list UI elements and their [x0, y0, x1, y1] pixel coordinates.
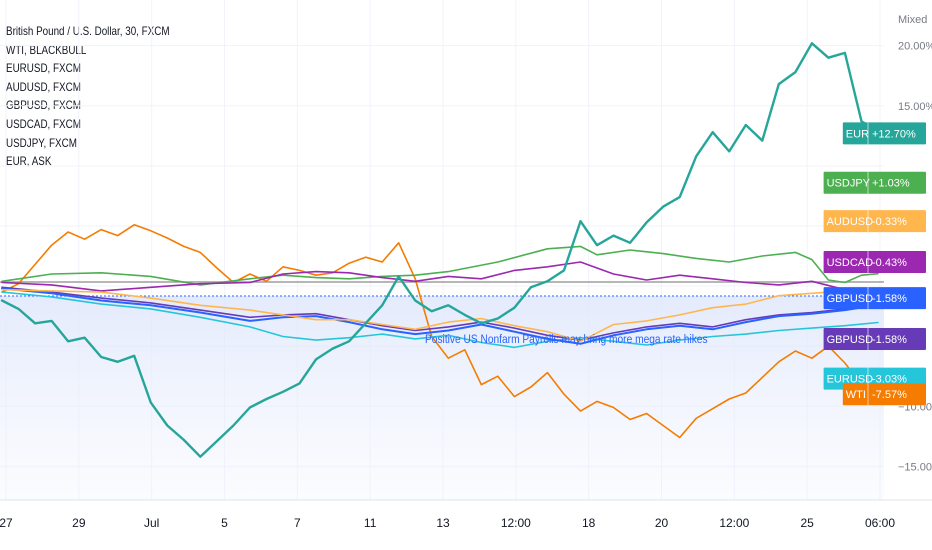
x-tick-label: 18: [582, 516, 596, 530]
x-tick-label: 7: [294, 516, 301, 530]
series-line-gbpusd[interactable]: [1, 287, 879, 345]
legend-item[interactable]: USDCAD, FXCM: [6, 116, 81, 131]
badge-audusd: AUDUSD-0.33%: [823, 210, 926, 233]
x-tick-label: 27: [0, 516, 13, 530]
badge-value: -1.58%: [872, 334, 907, 346]
badge-name: USDJPY: [827, 178, 871, 190]
badge-name: GBPUSD: [827, 334, 874, 346]
badge-value: -0.33%: [872, 216, 907, 228]
badge-wti: WTI -7.57%: [842, 383, 926, 406]
badge-value: +12.70%: [872, 128, 916, 140]
badge-name: EUR: [846, 128, 869, 140]
badge-name: EURUSD: [827, 374, 874, 386]
series-line-usdjpy[interactable]: [1, 245, 879, 286]
series-line-wti[interactable]: [1, 224, 879, 439]
y-tick-label: −15.00%: [898, 461, 932, 473]
x-tick-label: 13: [436, 516, 450, 530]
badge-name: AUDUSD: [827, 216, 874, 228]
badge-gbpusd: GBPUSD-1.58%: [823, 287, 926, 310]
series-line-eur[interactable]: [0, 42, 880, 458]
badge-name: USDCAD: [827, 257, 874, 269]
legend-item[interactable]: AUDUSD, FXCM: [6, 79, 81, 94]
badge-eur: EUR +12.70%: [842, 122, 926, 145]
legend-item[interactable]: EURUSD, FXCM: [6, 61, 81, 76]
series-line-eurusd[interactable]: [1, 291, 879, 349]
legend-item[interactable]: British Pound / U.S. Dollar, 30, FXCM: [6, 24, 170, 38]
x-tick-label: Jul: [144, 516, 159, 530]
badge-value: -1.58%: [872, 293, 907, 305]
legend-item[interactable]: EUR, ASK: [6, 154, 52, 169]
x-tick-label: 12:00: [719, 516, 749, 530]
badge-name: GBPUSD: [827, 293, 874, 305]
x-tick-label: 12:00: [501, 516, 531, 530]
x-tick-label: 25: [800, 516, 814, 530]
badge-gbpusd: GBPUSD-1.58%: [823, 327, 926, 350]
legend-item[interactable]: USDJPY, FXCM: [6, 135, 77, 150]
badge-value: +1.03%: [872, 178, 910, 190]
x-tick-label: 29: [72, 516, 86, 530]
x-tick-label: 11: [364, 516, 377, 530]
badge-value: -7.57%: [872, 389, 907, 401]
chart-annotation: Positive US Nonfarm Payrolls may bring m…: [425, 333, 708, 346]
series-line-audusd[interactable]: [1, 288, 879, 343]
y-scale-label: Mixed: [898, 14, 927, 26]
badge-usdcad: USDCAD-0.43%: [823, 251, 926, 274]
y-tick-label: 15.00%: [898, 101, 932, 113]
badge-name: WTI: [846, 389, 866, 401]
main-series-area: [0, 296, 884, 500]
y-tick-label: 20.00%: [898, 41, 932, 53]
badge-value: -3.03%: [872, 374, 907, 386]
badge-value: -0.43%: [872, 257, 907, 269]
x-tick-label: 20: [655, 516, 669, 530]
badge-usdjpy: USDJPY +1.03%: [823, 171, 926, 194]
series-line-usdcad[interactable]: [1, 261, 879, 293]
x-tick-label: 06:00: [865, 516, 895, 530]
x-tick-label: 5: [221, 516, 228, 530]
